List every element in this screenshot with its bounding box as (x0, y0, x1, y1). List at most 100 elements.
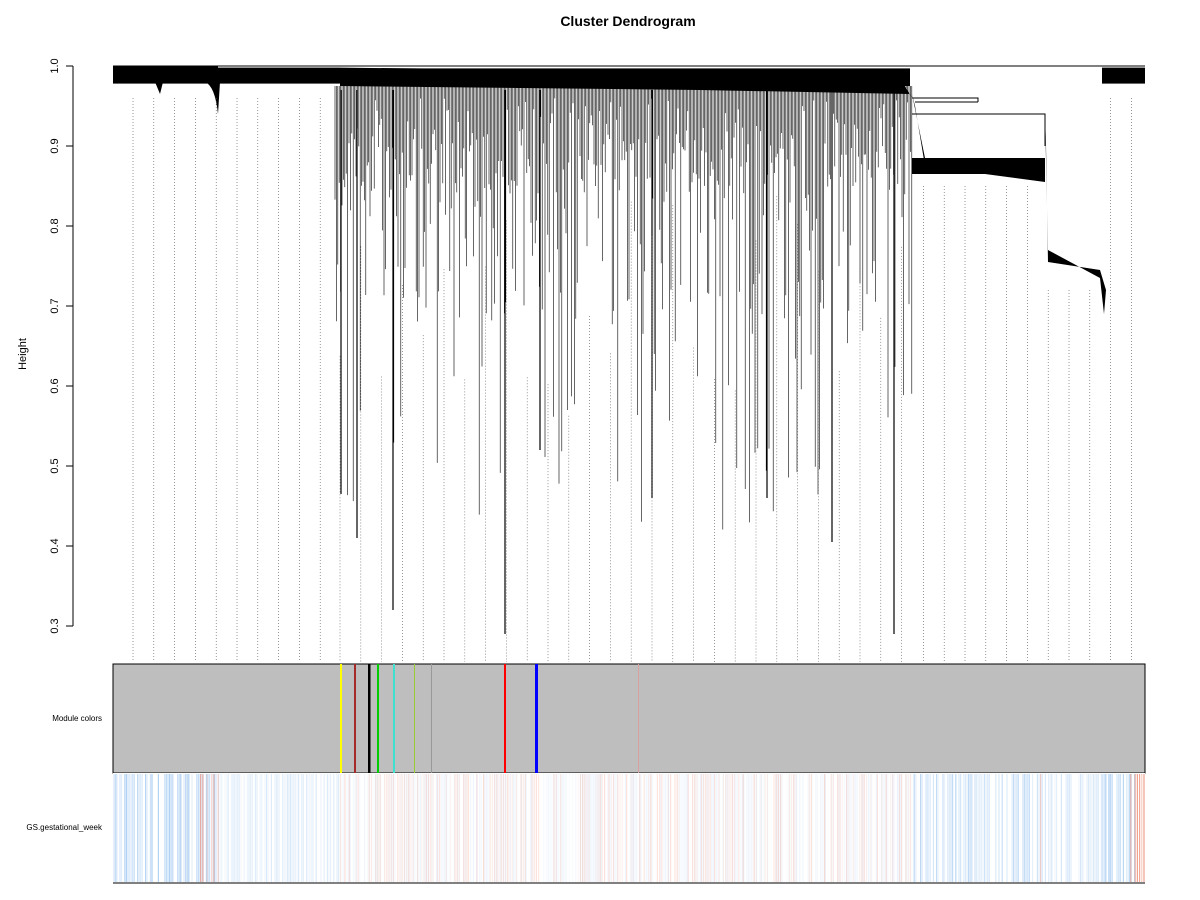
gs-stripe (394, 774, 396, 882)
gs-stripe (707, 774, 709, 882)
gs-stripe (213, 774, 215, 882)
gs-stripe (890, 774, 892, 882)
gs-stripe (212, 774, 214, 882)
gs-stripe (594, 774, 596, 882)
gs-stripe (407, 774, 409, 882)
gs-stripe (808, 774, 810, 882)
gs-stripe (648, 774, 650, 882)
gs-stripe (1024, 774, 1026, 882)
gs-stripe (464, 774, 466, 882)
gs-stripe (861, 774, 863, 882)
module-colors-label: Module colors (52, 714, 102, 723)
gs-stripe (733, 774, 735, 882)
gs-stripe (788, 774, 790, 882)
gs-stripe (1122, 774, 1124, 882)
gs-stripe (488, 774, 490, 882)
gs-stripe (146, 774, 148, 882)
gs-stripe (270, 774, 272, 882)
gs-stripe (328, 774, 330, 882)
gs-stripe (977, 774, 979, 882)
gs-stripe (893, 774, 895, 882)
gs-stripe (911, 774, 913, 882)
gs-stripe (764, 774, 766, 882)
gs-stripe (416, 774, 418, 882)
module-bar-pink (638, 664, 639, 773)
gs-stripe (386, 774, 388, 882)
gs-stripe (732, 774, 734, 882)
gs-stripe (703, 774, 705, 882)
gs-stripe (336, 774, 338, 882)
gs-stripe (607, 774, 609, 882)
gs-stripe (575, 774, 577, 882)
gs-stripe (1040, 774, 1042, 882)
gs-stripe (1092, 774, 1094, 882)
gs-stripe (714, 774, 716, 882)
gs-stripe (980, 774, 982, 882)
gs-stripe (753, 774, 755, 882)
gs-stripe (1032, 774, 1034, 882)
gs-stripe (532, 774, 534, 882)
dendrogram-band (1045, 114, 1106, 314)
gs-stripe (127, 774, 129, 882)
gs-stripe (660, 774, 662, 882)
gs-stripe (1143, 774, 1145, 882)
gs-stripe (1134, 774, 1136, 882)
gs-stripe (928, 774, 930, 882)
gs-stripe (742, 774, 744, 882)
gs-stripe (791, 774, 793, 882)
gs-stripe (348, 774, 350, 882)
gs-stripe (512, 774, 514, 882)
dendrogram-connectors (113, 65, 1145, 146)
gs-stripe (892, 774, 894, 882)
gs-stripe (982, 774, 984, 882)
gs-stripe (524, 774, 526, 882)
gs-stripe (421, 774, 423, 882)
gs-stripe (839, 774, 841, 882)
gs-stripe (169, 774, 171, 882)
gs-stripe (1028, 774, 1030, 882)
gs-stripe (616, 774, 618, 882)
gs-stripe (201, 774, 203, 882)
dendrogram-band (113, 66, 218, 84)
gs-stripe (629, 774, 631, 882)
gs-stripe (874, 774, 876, 882)
gs-stripe (251, 774, 253, 882)
gs-stripe (937, 774, 939, 882)
gs-stripe (881, 774, 883, 882)
gs-stripe (454, 774, 456, 882)
gs-stripe (456, 774, 458, 882)
gs-stripe (548, 774, 550, 882)
module-bar-yellow (340, 664, 342, 773)
y-tick-label: 0.9 (49, 138, 61, 153)
gs-stripe (830, 774, 832, 882)
gs-stripe (687, 774, 689, 882)
gs-stripe (307, 774, 309, 882)
gs-stripe (936, 774, 938, 882)
gs-stripe (770, 774, 772, 882)
gs-stripe (234, 774, 236, 882)
gs-stripe (678, 774, 680, 882)
gs-stripe (1081, 774, 1083, 882)
gs-stripe (403, 774, 405, 882)
gs-stripe (848, 774, 850, 882)
gs-stripe (113, 774, 115, 882)
chart-title: Cluster Dendrogram (560, 13, 695, 29)
gs-stripe (926, 774, 928, 882)
gs-stripe (1088, 774, 1090, 882)
gs-stripe (199, 774, 201, 882)
gs-stripe (1105, 774, 1107, 882)
gs-stripe (197, 774, 199, 882)
gs-stripe (296, 774, 298, 882)
gs-stripe (845, 774, 847, 882)
gs-stripe (703, 774, 705, 882)
gs-stripe (588, 774, 590, 882)
gs-stripe (119, 774, 121, 882)
gs-stripe (132, 774, 134, 882)
gs-stripe (947, 774, 949, 882)
gs-stripe (735, 774, 737, 882)
gs-stripe (202, 774, 204, 882)
gs-stripe (352, 774, 354, 882)
gs-stripe (560, 774, 562, 882)
gs-stripe (645, 774, 647, 882)
